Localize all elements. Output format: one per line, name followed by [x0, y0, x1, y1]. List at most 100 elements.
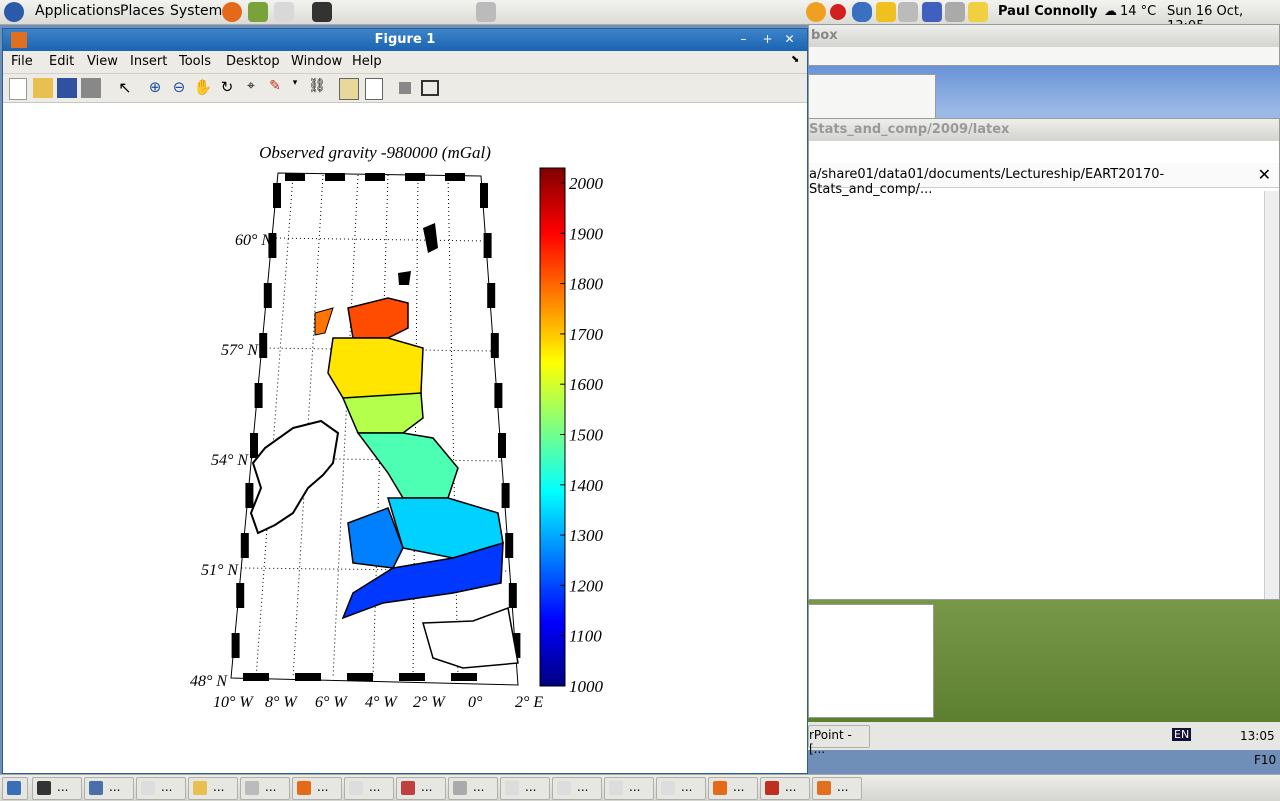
figure-titlebar[interactable]: Figure 1 – + ✕ — [3, 29, 807, 51]
taskbar-item[interactable]: ... — [188, 777, 238, 800]
taskbar-app-icon — [817, 781, 831, 795]
menu-insert[interactable]: Insert — [130, 54, 168, 69]
menu-file[interactable]: File — [11, 54, 33, 69]
menu-view[interactable]: View — [87, 54, 118, 69]
taskbar-item-label: ... — [629, 780, 641, 794]
latex-window[interactable]: Stats_and_comp/2009/latex a/share01/data… — [808, 118, 1280, 600]
edit-plot-arrow-icon[interactable]: ↖ — [118, 78, 132, 97]
lat-label: 60° N — [235, 232, 273, 249]
applications-menu[interactable]: Applications — [35, 3, 121, 19]
network-manager-icon[interactable] — [945, 2, 965, 22]
show-plot-tools-icon[interactable] — [421, 80, 439, 96]
latitude-line — [241, 567, 510, 572]
sun-update-icon[interactable] — [806, 2, 826, 22]
f10-label[interactable]: F10 — [1254, 753, 1277, 767]
link-plot-icon[interactable]: ⛓ — [308, 78, 326, 94]
taskbar-item[interactable]: ... — [552, 777, 602, 800]
close-tab-icon[interactable]: ✕ — [1257, 165, 1271, 184]
frame-tick — [365, 173, 385, 181]
lat-label: 57° N — [221, 342, 259, 359]
frame-tick — [445, 173, 465, 181]
taskbar-item-label: ... — [837, 780, 849, 794]
taskbar-item[interactable]: ... — [240, 777, 290, 800]
notes-icon[interactable] — [968, 2, 988, 22]
language-indicator[interactable]: EN — [1172, 728, 1192, 741]
minimize-button[interactable]: – — [740, 32, 747, 46]
print-icon[interactable] — [81, 78, 101, 98]
taskbar-item-label: ... — [525, 780, 537, 794]
record-icon[interactable] — [830, 4, 846, 20]
zoom-out-icon[interactable]: ⊖ — [172, 78, 186, 96]
new-figure-icon[interactable] — [9, 78, 27, 100]
menu-help[interactable]: Help — [352, 54, 382, 69]
data-cursor-icon[interactable]: ⌖ — [247, 78, 255, 94]
top-panel: Applications Places System Paul Connolly… — [0, 0, 1280, 34]
plot-area: Observed gravity -980000 (mGal) 60° N 57°… — [3, 103, 807, 771]
background-window-1[interactable]: box — [808, 24, 1280, 66]
menu-desktop[interactable]: Desktop — [226, 54, 280, 69]
taskbar-item[interactable]: ... — [812, 777, 862, 800]
taskbar-item[interactable]: ... — [760, 777, 810, 800]
user-name[interactable]: Paul Connolly — [998, 4, 1098, 19]
fedora-icon[interactable] — [4, 2, 24, 22]
taskbar-item[interactable]: ... — [344, 777, 394, 800]
frame-tick — [508, 583, 517, 608]
powerpoint-task[interactable]: rPoint - [... — [808, 725, 870, 756]
colorbar-tick-label: 1800 — [569, 275, 604, 294]
taskbar-item[interactable]: ... — [292, 777, 342, 800]
ireland-outline — [249, 419, 340, 535]
region-wales — [347, 507, 404, 569]
taskbar-item[interactable]: ... — [500, 777, 550, 800]
legend-icon[interactable] — [365, 78, 383, 100]
taskbar-item-label: ... — [473, 780, 485, 794]
taskbar-item[interactable]: ... — [84, 777, 134, 800]
taskbar-item[interactable]: ... — [708, 777, 758, 800]
taskbar-item-label: ... — [265, 780, 277, 794]
terminal-icon[interactable] — [312, 2, 332, 22]
taskbar-item[interactable]: ... — [396, 777, 446, 800]
figure-window[interactable]: Figure 1 – + ✕ File Edit View Insert Too… — [2, 28, 808, 774]
spreadsheet-window[interactable] — [808, 604, 934, 718]
chart-launcher-icon[interactable] — [248, 2, 268, 22]
colorbar-tick-label: 1600 — [569, 375, 604, 394]
taskbar-app-icon — [401, 781, 415, 795]
volume-icon[interactable] — [898, 2, 918, 22]
brush-icon[interactable]: ✎ — [269, 78, 281, 94]
path-text[interactable]: a/share01/data01/documents/Lectureship/E… — [809, 167, 1165, 197]
warning-icon[interactable] — [876, 2, 896, 22]
colorbar-icon[interactable] — [339, 78, 359, 100]
dock-arrow-icon[interactable]: ⬊ — [791, 54, 800, 65]
save-icon[interactable] — [57, 78, 77, 98]
taskbar-item[interactable]: ... — [448, 777, 498, 800]
hide-plot-tools-icon[interactable] — [399, 82, 411, 94]
taskbar-item[interactable]: ... — [32, 777, 82, 800]
menu-tools[interactable]: Tools — [179, 54, 212, 69]
show-desktop-button[interactable] — [2, 777, 28, 800]
tray-clock[interactable]: 13:05 — [1240, 729, 1275, 743]
network-signal-icon[interactable] — [922, 2, 942, 22]
bluetooth-icon[interactable] — [852, 2, 872, 22]
pan-hand-icon[interactable]: ✋ — [193, 78, 213, 96]
rotate-3d-icon[interactable]: ↻ — [220, 78, 234, 96]
frame-tick — [399, 673, 425, 681]
weather-icon: ☁ — [1104, 4, 1117, 19]
menu-edit[interactable]: Edit — [49, 54, 75, 69]
taskbar-app-icon — [453, 781, 467, 795]
places-menu[interactable]: Places — [120, 3, 165, 19]
taskbar-item[interactable]: ... — [656, 777, 706, 800]
system-menu[interactable]: System — [170, 3, 223, 19]
maximize-button[interactable]: + — [762, 32, 773, 46]
open-file-icon[interactable] — [33, 78, 53, 98]
taskbar-item[interactable]: ... — [604, 777, 654, 800]
weather-temp[interactable]: 14 °C — [1120, 4, 1157, 19]
close-button[interactable]: ✕ — [784, 32, 795, 46]
scrollbar[interactable] — [1264, 191, 1279, 599]
lon-label: 4° W — [365, 694, 398, 711]
brush-dropdown-icon[interactable]: ▾ — [292, 78, 298, 88]
mail-launcher-icon[interactable] — [274, 2, 294, 22]
lamp-applet-icon[interactable] — [476, 2, 496, 22]
firefox-icon[interactable] — [222, 2, 242, 22]
taskbar-item[interactable]: ... — [136, 777, 186, 800]
zoom-in-icon[interactable]: ⊕ — [148, 78, 162, 96]
menu-window[interactable]: Window — [291, 54, 343, 69]
